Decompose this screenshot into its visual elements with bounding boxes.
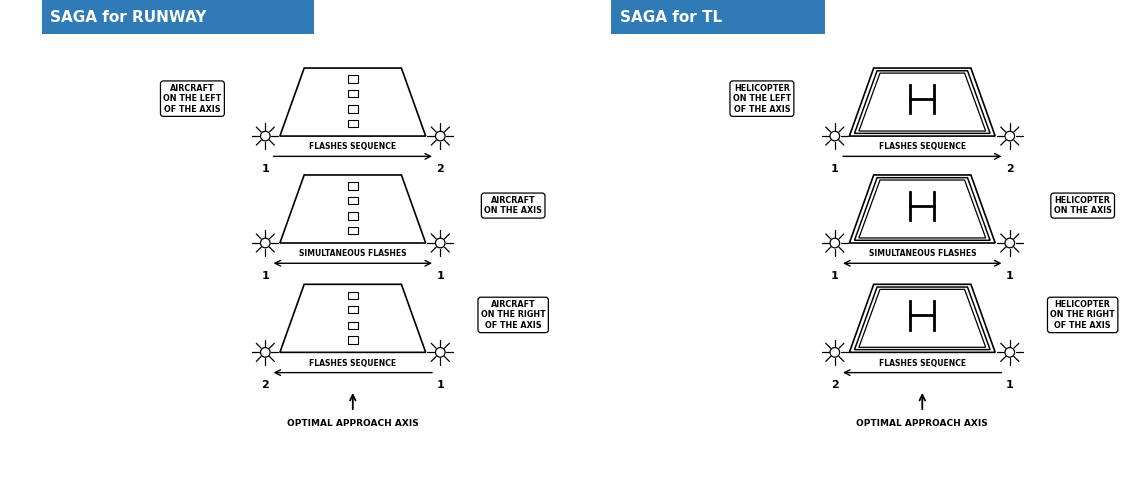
Text: AIRCRAFT
ON THE RIGHT
OF THE AXIS: AIRCRAFT ON THE RIGHT OF THE AXIS xyxy=(481,300,546,330)
Circle shape xyxy=(261,131,270,141)
Circle shape xyxy=(435,131,445,141)
Text: 1: 1 xyxy=(436,271,444,281)
Polygon shape xyxy=(280,175,426,243)
FancyBboxPatch shape xyxy=(42,0,314,34)
Text: AIRCRAFT
ON THE LEFT
OF THE AXIS: AIRCRAFT ON THE LEFT OF THE AXIS xyxy=(163,84,221,114)
Polygon shape xyxy=(280,284,426,352)
Polygon shape xyxy=(850,68,995,136)
Text: 2: 2 xyxy=(262,381,269,390)
Text: AIRCRAFT
ON THE AXIS: AIRCRAFT ON THE AXIS xyxy=(484,196,542,215)
Text: HELICOPTER
ON THE LEFT
OF THE AXIS: HELICOPTER ON THE LEFT OF THE AXIS xyxy=(732,84,790,114)
Circle shape xyxy=(261,238,270,248)
Text: OPTIMAL APPROACH AXIS: OPTIMAL APPROACH AXIS xyxy=(857,419,989,428)
Text: 1: 1 xyxy=(1006,271,1014,281)
Text: HELICOPTER
ON THE RIGHT
OF THE AXIS: HELICOPTER ON THE RIGHT OF THE AXIS xyxy=(1050,300,1115,330)
Circle shape xyxy=(1005,347,1015,357)
Text: 1: 1 xyxy=(262,271,269,281)
Polygon shape xyxy=(850,284,995,352)
Circle shape xyxy=(830,131,839,141)
Bar xyxy=(347,90,358,97)
Bar xyxy=(347,322,358,329)
Polygon shape xyxy=(854,71,990,133)
Text: SAGA for RUNWAY: SAGA for RUNWAY xyxy=(50,10,207,24)
Bar xyxy=(347,120,358,127)
Circle shape xyxy=(830,238,839,248)
Bar xyxy=(347,336,358,344)
Text: 1: 1 xyxy=(831,271,838,281)
Circle shape xyxy=(1005,131,1015,141)
Bar xyxy=(347,227,358,234)
Text: 2: 2 xyxy=(831,381,838,390)
Circle shape xyxy=(261,347,270,357)
Polygon shape xyxy=(859,180,985,238)
Circle shape xyxy=(435,347,445,357)
Circle shape xyxy=(435,238,445,248)
Text: FLASHES SEQUENCE: FLASHES SEQUENCE xyxy=(309,142,396,152)
FancyBboxPatch shape xyxy=(612,0,825,34)
Polygon shape xyxy=(850,175,995,243)
Text: FLASHES SEQUENCE: FLASHES SEQUENCE xyxy=(878,142,966,152)
Polygon shape xyxy=(859,289,985,347)
Bar xyxy=(347,197,358,204)
Text: SIMULTANEOUS FLASHES: SIMULTANEOUS FLASHES xyxy=(869,249,976,259)
Polygon shape xyxy=(859,73,985,131)
Text: 2: 2 xyxy=(436,164,444,174)
Text: 1: 1 xyxy=(831,164,838,174)
Polygon shape xyxy=(854,287,990,349)
Bar xyxy=(347,292,358,299)
Text: 1: 1 xyxy=(262,164,269,174)
Text: FLASHES SEQUENCE: FLASHES SEQUENCE xyxy=(309,359,396,368)
Bar xyxy=(347,75,358,83)
Text: HELICOPTER
ON THE AXIS: HELICOPTER ON THE AXIS xyxy=(1054,196,1112,215)
Text: 1: 1 xyxy=(436,381,444,390)
Bar xyxy=(347,182,358,190)
Polygon shape xyxy=(854,178,990,240)
Text: 2: 2 xyxy=(1006,164,1014,174)
Bar xyxy=(347,105,358,113)
Text: OPTIMAL APPROACH AXIS: OPTIMAL APPROACH AXIS xyxy=(287,419,419,428)
Text: 1: 1 xyxy=(1006,381,1014,390)
Bar xyxy=(347,212,358,220)
Text: FLASHES SEQUENCE: FLASHES SEQUENCE xyxy=(878,359,966,368)
Text: SIMULTANEOUS FLASHES: SIMULTANEOUS FLASHES xyxy=(300,249,407,259)
Text: SAGA for TL: SAGA for TL xyxy=(620,10,722,24)
Circle shape xyxy=(1005,238,1015,248)
Bar xyxy=(347,306,358,313)
Polygon shape xyxy=(280,68,426,136)
Circle shape xyxy=(830,347,839,357)
